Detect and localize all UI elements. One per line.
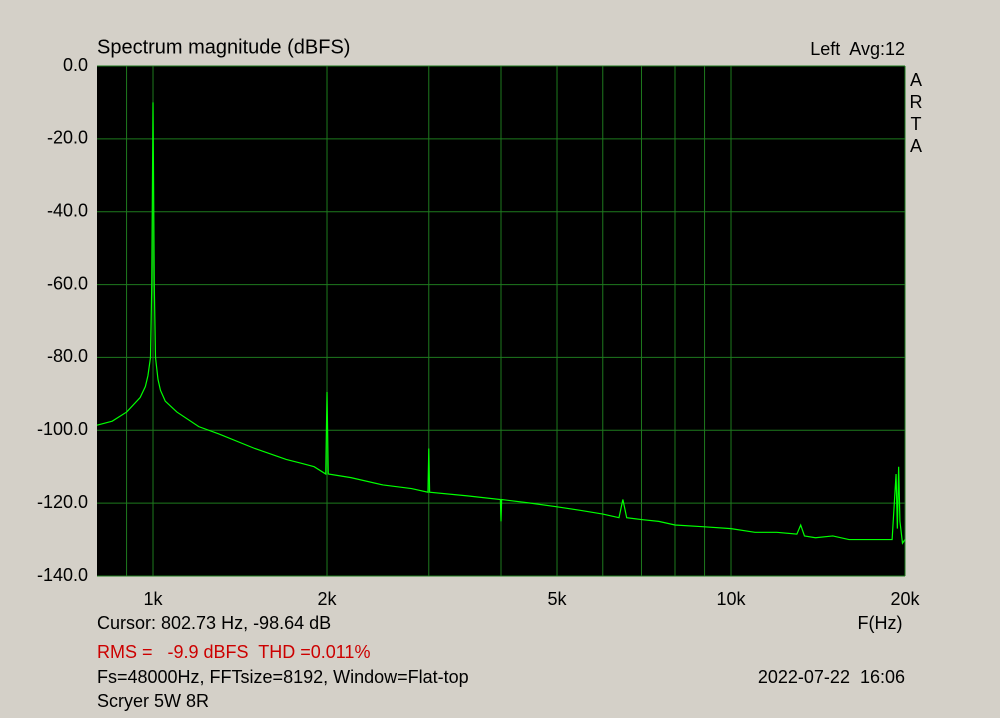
y-tick-label: -140.0 [37,565,88,585]
y-tick-label: -80.0 [47,346,88,366]
timestamp: 2022-07-22 16:06 [758,667,905,687]
x-tick-label: 20k [890,589,920,609]
x-tick-label: 5k [548,589,568,609]
cursor-text: Cursor: 802.73 Hz, -98.64 dB [97,613,331,633]
y-tick-label: -100.0 [37,419,88,439]
x-tick-label: 10k [716,589,746,609]
x-axis-label: F(Hz) [858,613,903,633]
rms-thd-text: RMS = -9.9 dBFS THD =0.011% [97,642,370,662]
x-tick-label: 1k [144,589,164,609]
y-tick-label: -40.0 [47,200,88,220]
watermark: ARTA [906,70,926,158]
channel-label: Left Avg:12 [810,39,905,59]
x-tick-label: 2k [317,589,337,609]
y-tick-label: -60.0 [47,273,88,293]
settings-text: Fs=48000Hz, FFTsize=8192, Window=Flat-to… [97,667,469,687]
y-tick-label: -20.0 [47,128,88,148]
y-tick-label: -120.0 [37,492,88,512]
chart-title: Spectrum magnitude (dBFS) [97,36,350,58]
spectrum-line [96,102,906,545]
y-tick-label: 0.0 [63,55,88,75]
device-text: Scryer 5W 8R [97,691,209,711]
